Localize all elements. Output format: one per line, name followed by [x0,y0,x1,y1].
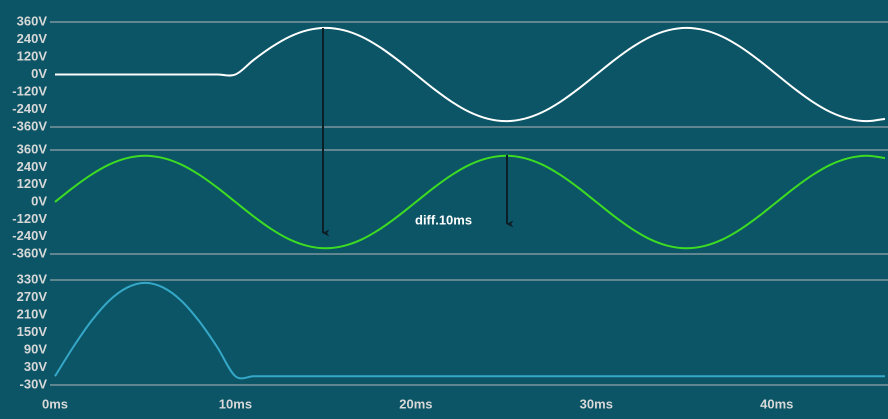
y-tick-label: -360V [12,118,47,133]
y-tick-label: 240V [17,159,48,174]
y-tick-label: 90V [24,341,47,356]
x-tick-label: 20ms [399,396,432,411]
y-tick-label: 120V [17,176,48,191]
y-tick-label: 0V [31,193,47,208]
y-tick-label: -120V [12,211,47,226]
x-tick-label: 10ms [219,396,252,411]
y-tick-label: -240V [12,228,47,243]
y-tick-label: 270V [17,289,48,304]
y-tick-label: 210V [17,306,48,321]
trace [54,26,886,123]
x-tick-label: 0ms [42,396,68,411]
y-tick-label: 150V [17,324,48,339]
y-tick-label: 330V [17,271,48,286]
x-tick-label: 40ms [760,396,793,411]
y-tick-label: 120V [17,48,48,63]
y-tick-label: 0V [31,66,47,81]
y-tick-label: 30V [24,359,47,374]
trace [54,154,886,250]
y-tick-label: -240V [12,101,47,116]
trace [54,281,885,380]
y-tick-label: -30V [20,376,48,391]
y-tick-label: 360V [17,13,48,28]
x-tick-label: 30ms [580,396,613,411]
y-tick-label: -120V [12,83,47,98]
annotation: diff.10ms [415,212,472,227]
y-tick-label: 240V [17,31,48,46]
y-tick-label: -360V [12,245,47,260]
y-tick-label: 360V [17,141,48,156]
